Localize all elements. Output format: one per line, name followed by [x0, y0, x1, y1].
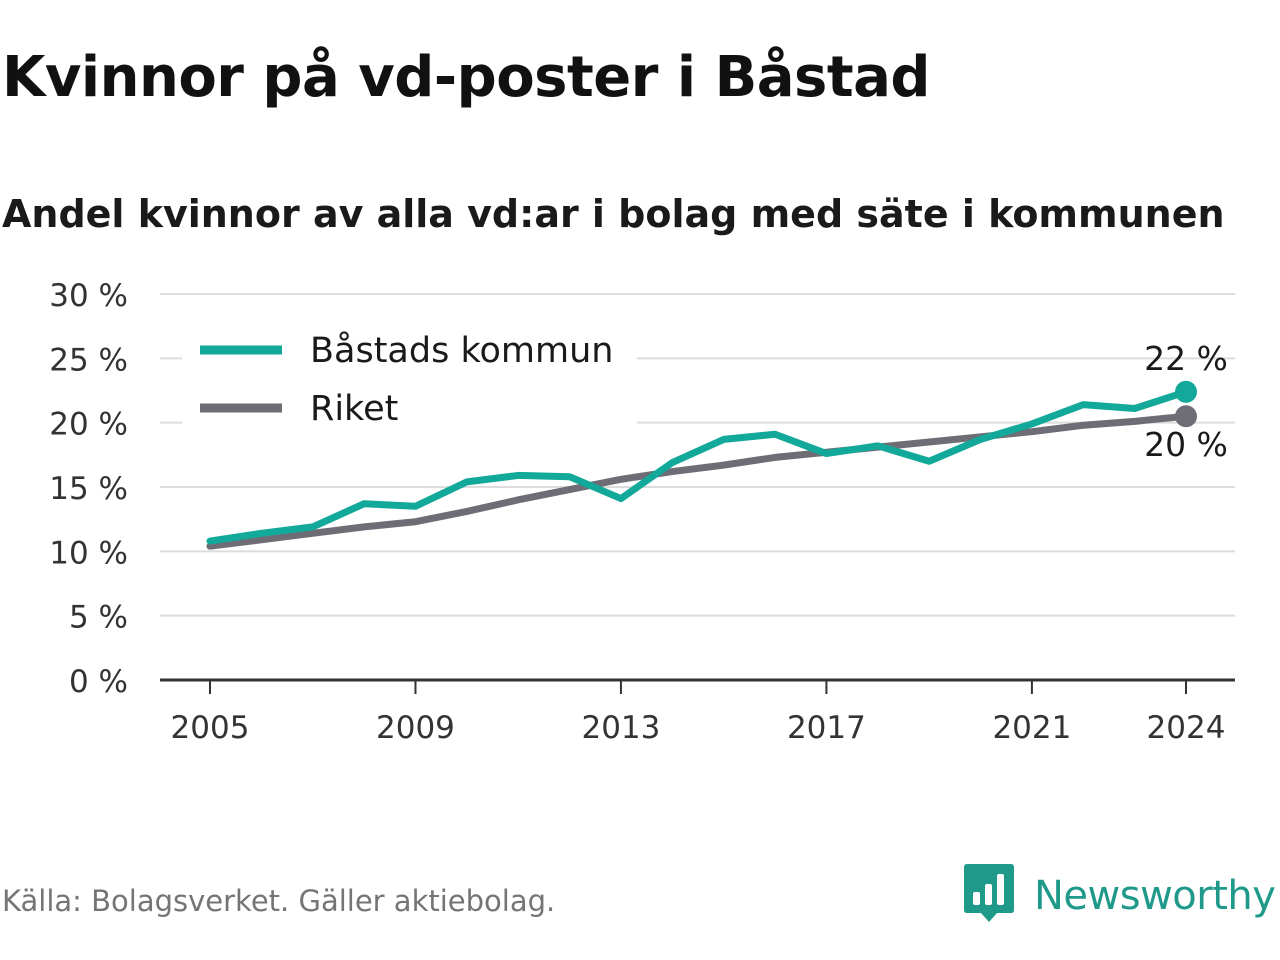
- y-axis: 0 % 5 % 10 % 15 % 20 % 25 % 30 %: [49, 278, 128, 700]
- end-point-marker: [1175, 380, 1197, 403]
- brand-name: Newsworthy: [1034, 873, 1276, 919]
- source-note: Källa: Bolagsverket. Gäller aktiebolag.: [2, 884, 556, 918]
- end-point-marker: [1175, 405, 1197, 428]
- legend-background: [182, 322, 637, 434]
- chart-title: Kvinnor på vd-poster i Båstad: [2, 45, 931, 110]
- legend-label: Båstads kommun: [310, 330, 613, 371]
- y-tick-label: 5 %: [69, 600, 128, 636]
- x-axis: 2005 2009 2013 2017 2021 2024: [160, 678, 1235, 746]
- end-labels: 22 % 20 %: [1144, 339, 1228, 464]
- y-tick-label: 30 %: [49, 278, 128, 314]
- x-tick-label: 2009: [376, 710, 455, 746]
- y-tick-label: 0 %: [69, 664, 128, 700]
- series-line: [206, 388, 1190, 545]
- x-tick-label: 2024: [1147, 710, 1226, 746]
- newsworthy-logo-icon: [964, 864, 1014, 928]
- x-tick-label: 2005: [171, 710, 250, 746]
- y-tick-label: 15 %: [49, 471, 128, 507]
- brand: Newsworthy: [964, 864, 1276, 928]
- chart-subtitle: Andel kvinnor av alla vd:ar i bolag med …: [2, 192, 1225, 236]
- end-label: 20 %: [1144, 425, 1228, 464]
- x-tick-label: 2017: [787, 710, 866, 746]
- line-chart: 0 %5 %10 %15 %20 %25 %30 % 2005 2009 2013 2…: [49, 278, 1235, 746]
- series-lines: [206, 380, 1197, 550]
- y-tick-label: 10 %: [49, 535, 128, 571]
- y-tick-label: 25 %: [49, 342, 128, 378]
- legend-label: Riket: [310, 389, 398, 429]
- x-tick-label: 2021: [992, 710, 1071, 746]
- x-tick-label: 2013: [581, 710, 660, 746]
- legend: Båstads kommun Riket: [182, 322, 637, 434]
- y-tick-label: 20 %: [49, 407, 128, 443]
- series-line: [206, 412, 1190, 550]
- end-label: 22 %: [1144, 339, 1228, 378]
